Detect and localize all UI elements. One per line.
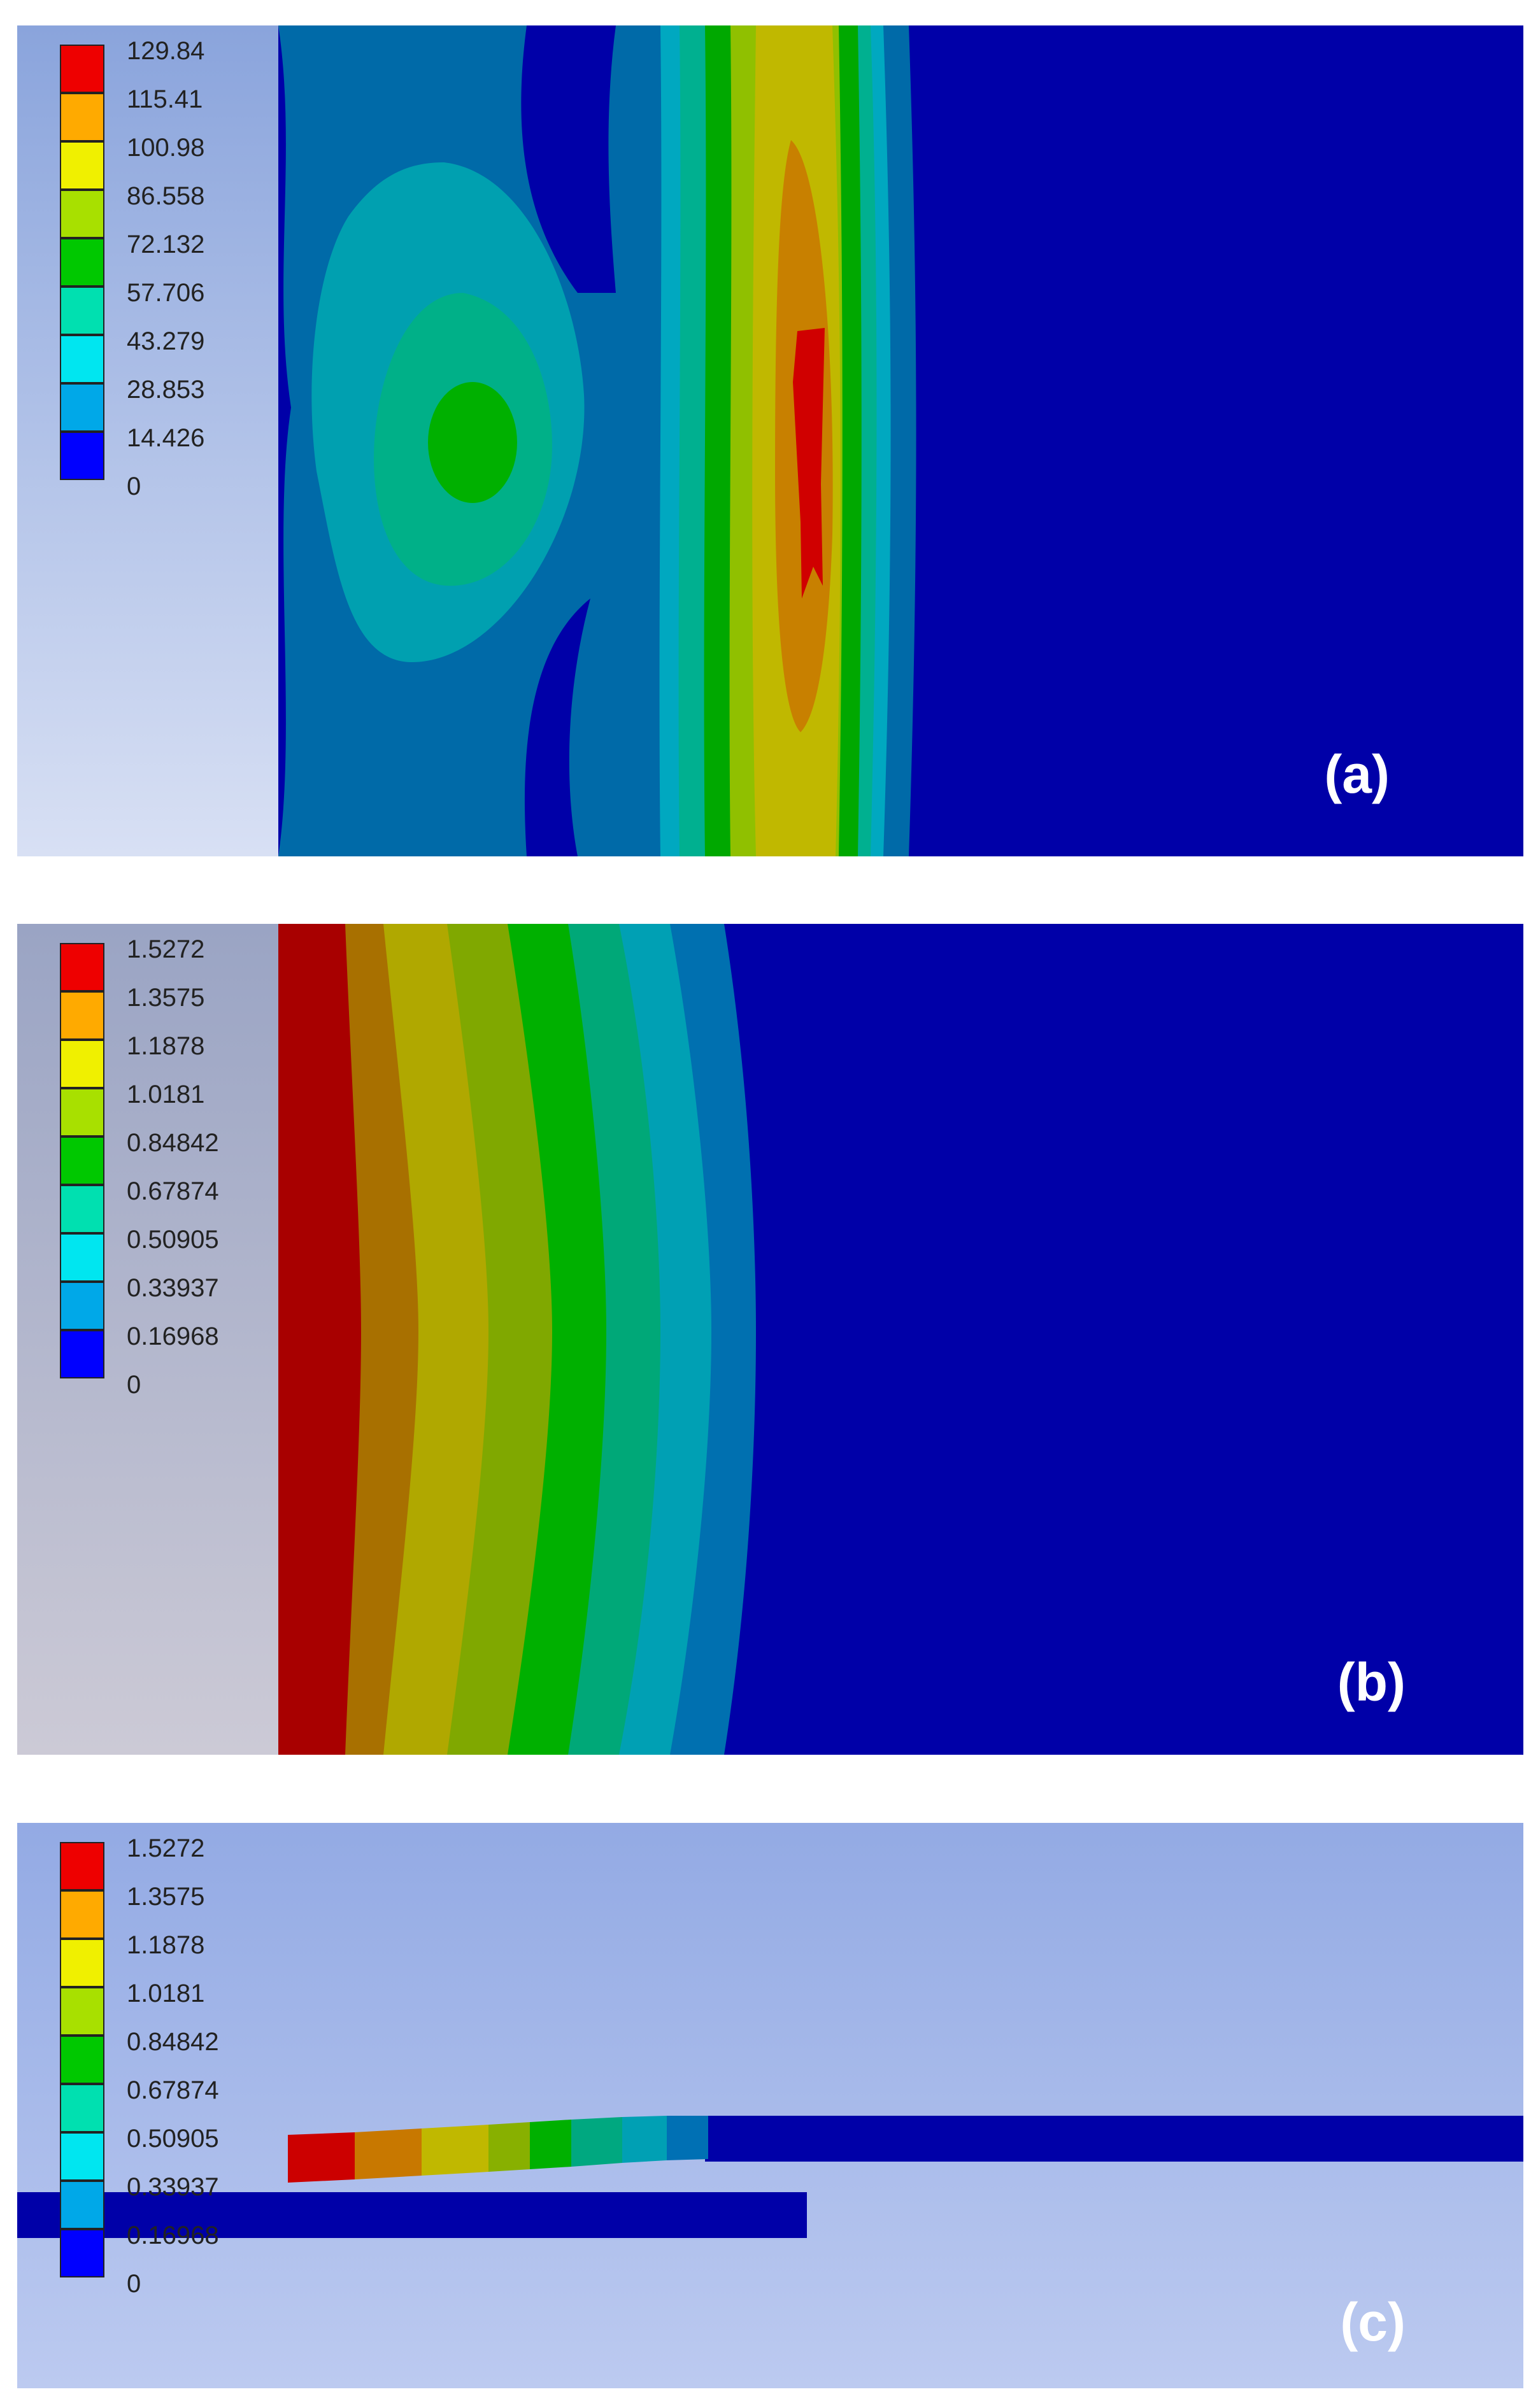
legend-swatch: [60, 1040, 104, 1088]
legend-swatch: [60, 335, 104, 383]
legend-swatch: [60, 432, 104, 480]
legend-swatch: [60, 1088, 104, 1137]
legend-label: 0.33937: [127, 1274, 219, 1302]
legend-swatch: [60, 1987, 104, 2036]
contour-region: [428, 382, 517, 503]
legend-label: 0: [127, 1371, 141, 1399]
legend-label: 1.1878: [127, 1931, 205, 1959]
beam-segment: [288, 2132, 355, 2183]
legend-swatch: [60, 1890, 104, 1939]
beam-segment: [622, 2116, 667, 2163]
legend-swatch: [60, 1842, 104, 1890]
legend-swatch: [60, 1137, 104, 1185]
legend-swatch: [60, 1330, 104, 1378]
legend-label: 28.853: [127, 376, 205, 404]
legend-swatch: [60, 141, 104, 190]
legend-swatch: [60, 1282, 104, 1330]
legend-swatch: [60, 1185, 104, 1233]
legend-label: 57.706: [127, 279, 205, 307]
legend-swatch: [60, 2181, 104, 2229]
legend-swatch: [60, 943, 104, 991]
legend-swatch: [60, 93, 104, 141]
legend-swatch: [60, 1939, 104, 1987]
beam-segment: [530, 2120, 571, 2169]
contour-panel-a: 129.84 115.41 100.98 86.558 72.132 57.70…: [17, 25, 1523, 856]
beam-segment: [488, 2122, 530, 2172]
panel-label: (b): [1337, 1652, 1406, 1712]
legend-label: 129.84: [127, 37, 205, 65]
legend-label: 0.84842: [127, 1129, 219, 1157]
legend-swatch: [60, 991, 104, 1040]
legend-label: 1.5272: [127, 935, 205, 963]
legend-label: 1.1878: [127, 1032, 205, 1060]
legend-swatch: [60, 190, 104, 238]
contour-plot-b: [17, 924, 1523, 1755]
legend-label: 0.50905: [127, 1226, 219, 1254]
legend-label: 0: [127, 472, 141, 500]
legend-label: 1.0181: [127, 1980, 205, 2008]
legend-label: 0.67874: [127, 1177, 219, 1205]
lower-plate: [17, 2192, 807, 2238]
legend-label: 1.0181: [127, 1080, 205, 1108]
beam-segment: [571, 2117, 622, 2167]
legend-label: 0.33937: [127, 2173, 219, 2201]
legend-label: 1.3575: [127, 1883, 205, 1911]
legend-swatch: [60, 45, 104, 93]
legend-label: 1.5272: [127, 1834, 205, 1862]
beam-segment: [355, 2128, 422, 2179]
legend-label: 1.3575: [127, 984, 205, 1012]
legend-label: 0: [127, 2270, 141, 2298]
panel-label: (c): [1340, 2292, 1406, 2352]
legend-swatch: [60, 2229, 104, 2277]
legend-label: 0.67874: [127, 2076, 219, 2104]
legend-swatch: [60, 1233, 104, 1282]
contour-plot-a: [17, 25, 1523, 856]
legend-swatch: [60, 2036, 104, 2084]
contour-panel-b: 1.5272 1.3575 1.1878 1.0181 0.84842 0.67…: [17, 924, 1523, 1755]
legend-label: 0.50905: [127, 2125, 219, 2153]
legend-swatch: [60, 287, 104, 335]
legend-label: 14.426: [127, 424, 205, 452]
contour-panel-c: 1.5272 1.3575 1.1878 1.0181 0.84842 0.67…: [17, 1823, 1523, 2388]
legend-label: 0.84842: [127, 2028, 219, 2056]
legend-label: 43.279: [127, 327, 205, 355]
legend-label: 86.558: [127, 182, 205, 210]
beam-segment: [422, 2125, 488, 2176]
legend-swatch: [60, 2132, 104, 2181]
legend-swatch: [60, 238, 104, 287]
legend-label: 100.98: [127, 134, 205, 162]
contour-region: [793, 328, 825, 598]
beam-segment: [667, 2116, 708, 2160]
contour-region: [278, 924, 361, 1755]
legend-label: 72.132: [127, 230, 205, 259]
deformed-shape-plot-c: [17, 1823, 1523, 2388]
panel-label: (a): [1324, 744, 1390, 804]
upper-plate: [705, 2116, 1523, 2162]
viewport-background: [17, 1823, 1523, 2388]
legend-label: 115.41: [127, 85, 203, 113]
legend-swatch: [60, 383, 104, 432]
legend-label: 0.16968: [127, 1322, 219, 1350]
legend-label: 0.16968: [127, 2221, 219, 2249]
legend-swatch: [60, 2084, 104, 2132]
